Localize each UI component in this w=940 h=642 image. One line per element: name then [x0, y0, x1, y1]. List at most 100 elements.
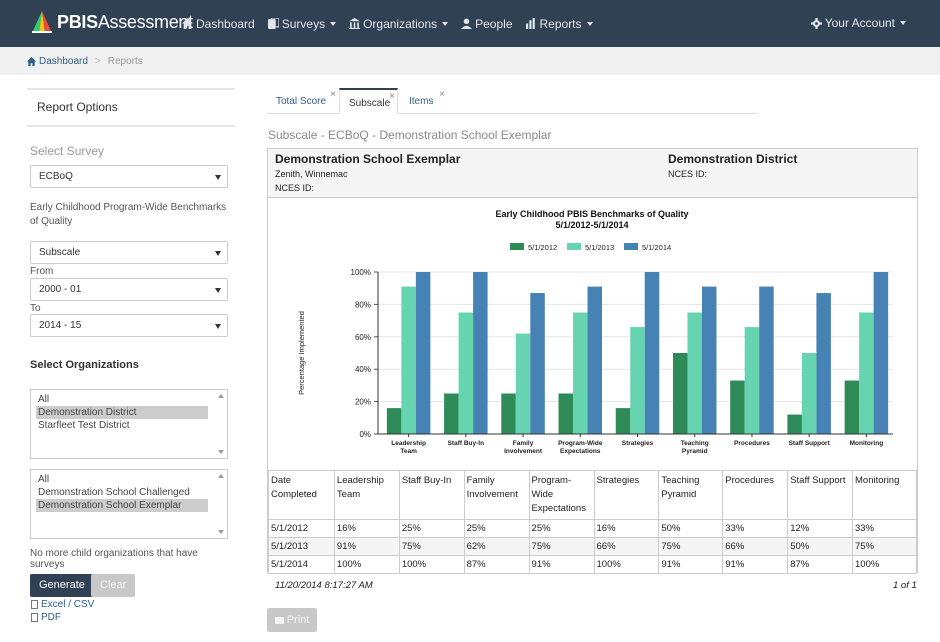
breadcrumb-dashboard[interactable]: Dashboard	[39, 55, 88, 67]
subscale-table: Date Completed Leadership Team Staff Buy-I…	[268, 470, 917, 574]
school-listbox[interactable]: All Demonstration School Challenged Demo…	[30, 469, 228, 539]
brand[interactable]: PBISAssessment	[30, 9, 193, 35]
bar	[844, 380, 860, 434]
table-header-cell: Strategies	[593, 470, 660, 520]
nav-reports-label: Reports	[539, 16, 582, 31]
x-tick-label: Expectations	[560, 448, 601, 455]
x-tick-label: Program-Wide	[558, 440, 603, 447]
table-cell: 33%	[722, 519, 789, 538]
district-option[interactable]: Demonstration District	[36, 406, 208, 419]
subscale-chart: Early Childhood PBIS Benchmarks of Quali…	[268, 199, 917, 469]
table-header-cell: Staff Support	[787, 470, 854, 520]
tab-total-score[interactable]: Total Score ×	[267, 88, 338, 114]
bar	[873, 272, 889, 434]
x-tick-label: Staff Support	[789, 440, 831, 447]
nav-dashboard[interactable]: Dashboard	[182, 17, 255, 31]
people-icon	[461, 18, 473, 29]
home-icon	[182, 18, 193, 29]
nav-people[interactable]: People	[461, 16, 513, 31]
nav-organizations[interactable]: Organizations	[349, 17, 449, 31]
table-header-cell: Teaching Pyramid	[658, 470, 724, 520]
tab-items-label: Items	[409, 96, 434, 107]
close-icon[interactable]: ×	[439, 89, 445, 100]
legend-swatch	[624, 243, 638, 250]
close-icon[interactable]: ×	[330, 89, 336, 100]
excel-csv-label: Excel / CSV	[41, 599, 95, 610]
report-type-select[interactable]: Subscale	[30, 241, 228, 264]
legend-label: 5/1/2014	[642, 243, 671, 252]
x-tick-label: Pyramid	[682, 448, 708, 455]
district-option[interactable]: Starfleet Test District	[38, 420, 130, 431]
y-tick-label: 60%	[355, 333, 371, 342]
y-tick-label: 40%	[355, 365, 371, 374]
y-tick-label: 100%	[351, 268, 371, 277]
nav-reports[interactable]: Reports	[525, 16, 593, 31]
district-listbox[interactable]: All Demonstration District Starfleet Tes…	[30, 389, 228, 459]
table-cell: 25%	[398, 519, 465, 538]
table-cell: 100%	[593, 555, 660, 574]
table-cell: 25%	[463, 519, 530, 538]
school-option[interactable]: Demonstration School Challenged	[38, 487, 190, 498]
from-select-value: 2000 - 01	[39, 284, 82, 295]
generate-button[interactable]: Generate	[30, 574, 94, 597]
table-header-cell: Monitoring	[852, 470, 917, 520]
table-row: 5/1/2012 16% 25% 25% 25% 16% 50% 33% 12% 33%	[268, 519, 917, 538]
x-tick-label: Teaching	[681, 440, 709, 447]
report-options-title: Report Options	[27, 88, 235, 127]
to-select[interactable]: 2014 - 15	[30, 314, 228, 337]
bar	[744, 327, 760, 434]
chevron-down-icon	[586, 21, 593, 26]
nav-surveys[interactable]: Surveys	[267, 16, 337, 31]
table-cell: 66%	[593, 537, 660, 556]
bar	[615, 408, 631, 434]
bar	[701, 286, 717, 434]
table-cell: 16%	[333, 519, 400, 538]
report-timestamp: 11/20/2014 8:17:27 AM	[275, 580, 373, 591]
bar	[473, 272, 488, 434]
nav-surveys-label: Surveys	[281, 16, 326, 31]
table-cell: 25%	[528, 519, 595, 538]
table-cell: 75%	[398, 537, 465, 556]
table-header-cell: Leadership Team	[333, 470, 400, 520]
scrollbar[interactable]	[217, 393, 225, 455]
breadcrumb: Dashboard > Reports	[0, 47, 940, 75]
scrollbar[interactable]	[217, 473, 225, 535]
nav-people-label: People	[475, 16, 513, 31]
tab-subscale[interactable]: Subscale ×	[339, 88, 398, 114]
scroll-up-icon	[218, 474, 224, 478]
survey-select[interactable]: ECBoQ	[30, 165, 228, 188]
report-title: Subscale - ECBoQ - Demonstration School …	[268, 128, 552, 142]
report-tabs: Total Score × Subscale × Items ×	[267, 88, 758, 114]
breadcrumb-current: Reports	[107, 55, 143, 67]
bar	[558, 393, 574, 434]
scroll-down-icon	[218, 450, 224, 454]
school-option[interactable]: Demonstration School Exemplar	[36, 499, 208, 512]
nav-account[interactable]: Your Account	[810, 16, 906, 30]
to-label: To	[30, 303, 41, 314]
tab-subscale-label: Subscale	[349, 98, 391, 109]
bar	[801, 353, 817, 434]
subscale-bar-chart: Early Childhood PBIS Benchmarks of Quali…	[297, 209, 893, 455]
school-option[interactable]: All	[38, 474, 50, 485]
table-cell: 91%	[333, 537, 400, 556]
table-cell: 87%	[787, 555, 854, 574]
x-tick-label: Strategies	[622, 440, 654, 447]
print-button[interactable]: Print	[267, 608, 317, 632]
nav-account-label: Your Account	[824, 16, 895, 30]
bar	[515, 333, 531, 434]
bar	[401, 286, 416, 434]
page-count: 1 of 1	[893, 580, 917, 591]
from-select[interactable]: 2000 - 01	[30, 278, 228, 301]
x-tick-label: Family	[513, 440, 534, 447]
chart-subtitle: 5/1/2012-5/1/2014	[555, 220, 628, 230]
bar	[501, 393, 516, 434]
x-tick-label: Involvement	[504, 448, 543, 455]
excel-csv-link[interactable]: Excel / CSV	[31, 599, 94, 610]
district-option[interactable]: All	[38, 394, 50, 405]
bar	[787, 414, 802, 434]
tab-items[interactable]: Items ×	[400, 88, 447, 114]
clear-button[interactable]: Clear	[91, 574, 136, 597]
pdf-link[interactable]: PDF	[31, 612, 61, 623]
table-cell: 12%	[787, 519, 854, 538]
close-icon[interactable]: ×	[389, 91, 395, 102]
